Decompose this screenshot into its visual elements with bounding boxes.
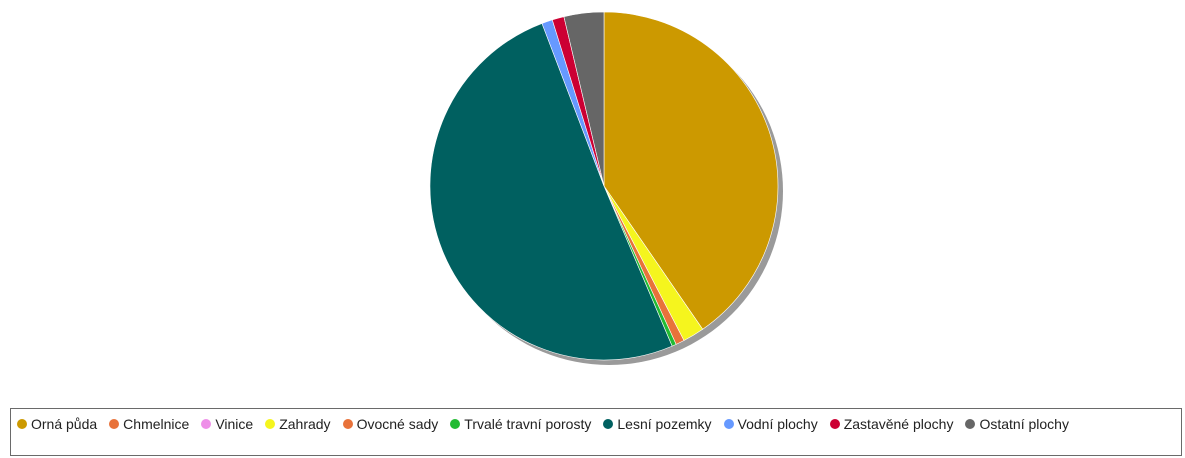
legend-swatch-icon bbox=[829, 419, 840, 429]
legend-item-lesni-pozemky[interactable]: Lesní pozemky bbox=[603, 414, 712, 434]
legend-label: Vinice bbox=[215, 416, 254, 432]
legend-item-zastavene-plochy[interactable]: Zastavěné plochy bbox=[829, 414, 954, 434]
legend-label: Vodní plochy bbox=[737, 416, 818, 432]
pie-slice-lesni-pozemky[interactable] bbox=[429, 23, 673, 361]
legend-swatch-icon bbox=[17, 419, 27, 429]
legend-label: Chmelnice bbox=[123, 416, 190, 432]
legend-swatch-icon bbox=[603, 419, 614, 429]
legend-item-trvale-travni-porosty[interactable]: Trvalé travní porosty bbox=[450, 414, 591, 434]
legend-item-chmelnice[interactable]: Chmelnice bbox=[109, 414, 189, 434]
legend-label: Ostatní plochy bbox=[979, 416, 1069, 432]
legend-item-ovocne-sady[interactable]: Ovocné sady bbox=[342, 414, 439, 434]
legend-swatch-icon bbox=[965, 419, 976, 429]
pie-chart bbox=[429, 11, 783, 365]
legend-swatch-icon bbox=[723, 419, 734, 429]
pie-slices bbox=[429, 11, 779, 361]
legend-label: Trvalé travní porosty bbox=[464, 416, 592, 432]
legend-item-orna-puda[interactable]: Orná půda bbox=[17, 414, 97, 434]
pie-slice-orna-puda[interactable] bbox=[603, 11, 779, 330]
legend-swatch-icon bbox=[450, 419, 461, 429]
legend-swatch-icon bbox=[342, 419, 353, 429]
legend-swatch-icon bbox=[265, 419, 276, 429]
chart-legend: Orná půda Chmelnice Vinice Zahrady Ovocné sa… bbox=[10, 408, 1182, 456]
legend-label: Orná půda bbox=[31, 416, 98, 432]
legend-item-vinice[interactable]: Vinice bbox=[201, 414, 253, 434]
legend-swatch-icon bbox=[201, 419, 212, 429]
legend-label: Zahrady bbox=[279, 416, 331, 432]
legend-swatch-icon bbox=[109, 419, 120, 429]
legend-item-zahrady[interactable]: Zahrady bbox=[265, 414, 331, 434]
legend-label: Ovocné sady bbox=[356, 416, 439, 432]
legend-item-vodni-plochy[interactable]: Vodní plochy bbox=[723, 414, 818, 434]
legend-label: Zastavěné plochy bbox=[843, 416, 954, 432]
chart-area bbox=[429, 11, 783, 365]
pie-slice-ostatni-plochy[interactable] bbox=[563, 11, 605, 187]
legend-item-ostatni-plochy[interactable]: Ostatní plochy bbox=[965, 414, 1069, 434]
legend-label: Lesní pozemky bbox=[617, 416, 712, 432]
